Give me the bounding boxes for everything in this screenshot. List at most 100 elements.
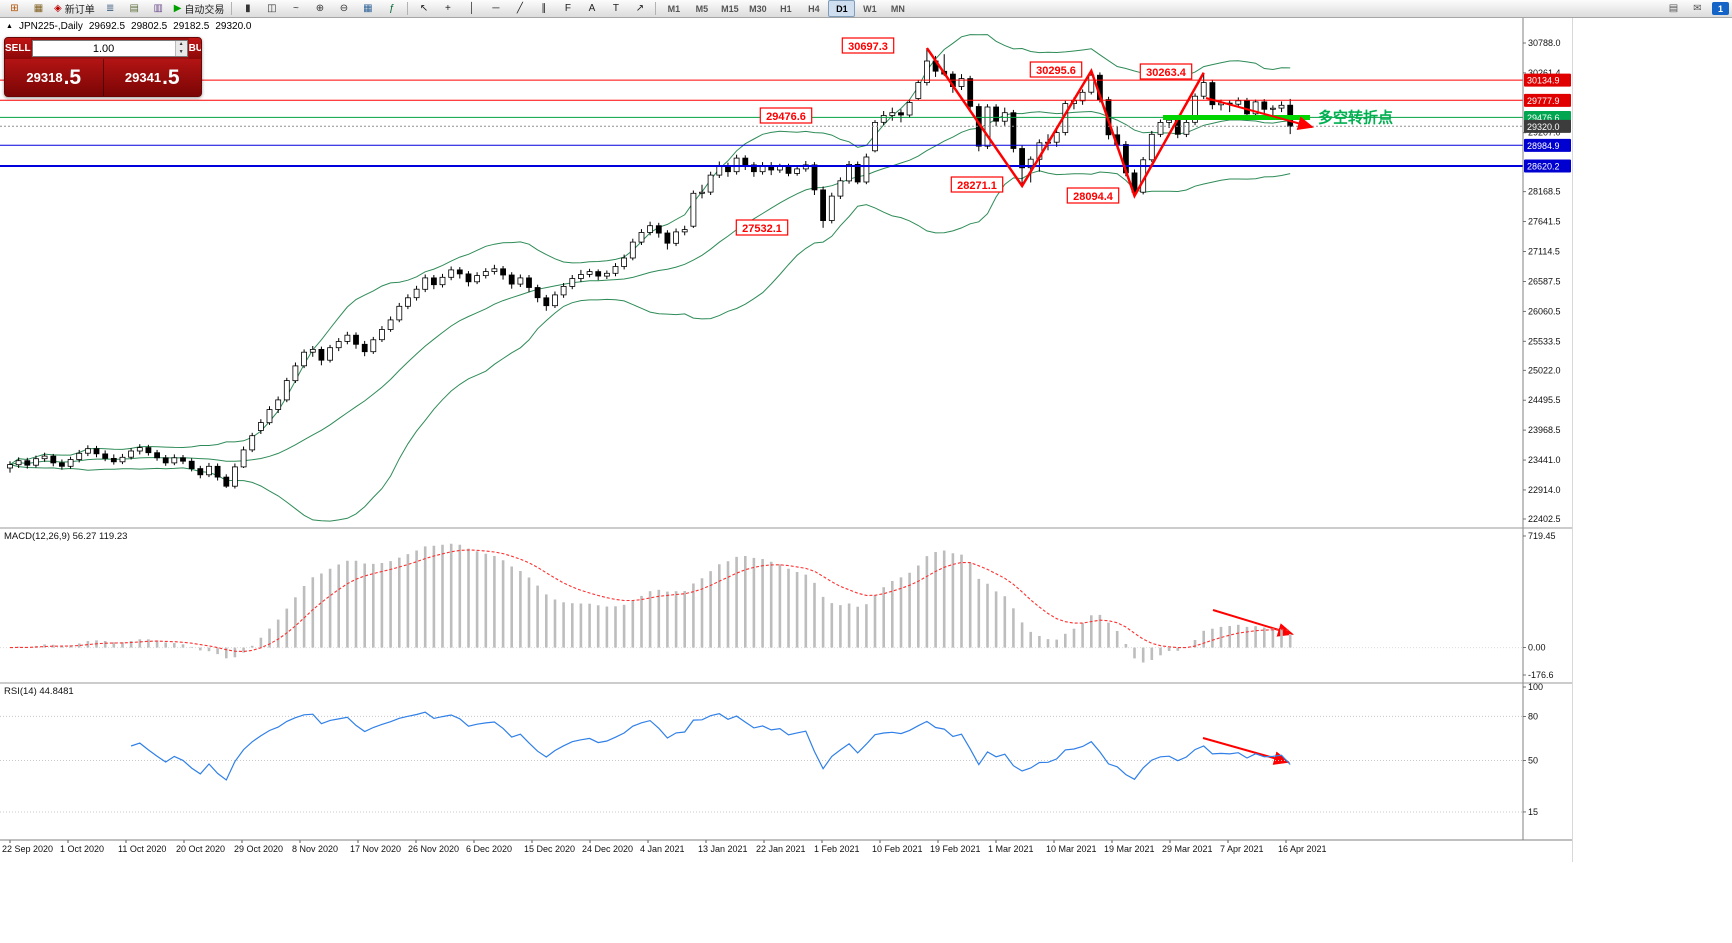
sell-button[interactable]: 29318.5: [5, 59, 104, 96]
symbol-info-line: ▲ JPN225-,Daily 29692.5 29802.5 29182.5 …: [6, 21, 251, 32]
zoom-out-button[interactable]: ⊖: [332, 0, 355, 17]
price-badge-29777.9: [1524, 93, 1571, 107]
price-axis-label: 27114.5: [1528, 247, 1560, 257]
fibonacci-button[interactable]: F: [556, 0, 579, 17]
navigator-button[interactable]: ▥: [147, 0, 170, 17]
chart-canvas[interactable]: 多空转折点 30697.3 30295.6 30263.4 29476.6 28271.1…: [0, 18, 1732, 943]
date-label: 10 Mar 2021: [1046, 844, 1097, 854]
macd-panel: [0, 543, 1523, 663]
autotrading-button[interactable]: ▶ 自动交易: [171, 0, 228, 17]
date-label: 15 Dec 2020: [524, 844, 575, 854]
price-badge-text: 29476.6: [1527, 113, 1560, 123]
volume-down-button[interactable]: ▼: [175, 48, 187, 56]
new-chart-icon: ⊞: [10, 2, 19, 14]
zoom-in-icon: ⊕: [315, 2, 325, 14]
timeframe-mn[interactable]: MN: [890, 3, 905, 14]
volume-input[interactable]: [32, 41, 175, 56]
new-order-button-label: 新订单: [64, 5, 95, 16]
crosshair-button[interactable]: +: [436, 0, 459, 17]
timeframe-w1[interactable]: W1: [863, 3, 877, 14]
chart-list-icon: ▤: [1668, 2, 1679, 14]
tile-windows-button[interactable]: ▦: [356, 0, 379, 17]
trendline-button[interactable]: ╱: [508, 0, 531, 17]
mail-button[interactable]: ✉: [1686, 0, 1709, 17]
price-callout-box[interactable]: [1029, 61, 1083, 78]
indicators-button[interactable]: ƒ: [380, 0, 403, 17]
pivot-label[interactable]: 多空转折点: [1318, 108, 1393, 126]
trendline-icon: ╱: [516, 2, 523, 14]
timeframe-m1[interactable]: M1: [667, 3, 681, 14]
price-axis-label: 25533.5: [1528, 336, 1561, 346]
price-callout-box[interactable]: [1066, 187, 1120, 204]
arrows-button[interactable]: ↗: [628, 0, 651, 17]
date-label: 10 Feb 2021: [872, 844, 923, 854]
price-badge-text: 29777.9: [1527, 96, 1560, 106]
sell-price: 29318: [26, 70, 63, 85]
price-callout-box[interactable]: [735, 219, 789, 236]
candlestick-button[interactable]: ◫: [260, 0, 283, 17]
price-callout-box[interactable]: [841, 37, 895, 54]
navigator-icon: ▥: [153, 2, 163, 14]
time-axis: 22 Sep 2020 1 Oct 2020 11 Oct 2020 20 Oct 2…: [2, 840, 1327, 854]
cursor-button[interactable]: ↖: [412, 0, 435, 17]
vline-button[interactable]: │: [460, 0, 483, 17]
zoom-in-button[interactable]: ⊕: [308, 0, 331, 17]
timeframe-d1[interactable]: D1: [828, 0, 856, 17]
price-callout-box[interactable]: [1139, 63, 1193, 80]
window-edge: [1572, 18, 1573, 862]
vline-icon: │: [468, 2, 476, 14]
profiles-icon: ▦: [33, 2, 44, 14]
price-axis-label: 23968.5: [1528, 425, 1561, 435]
one-click-toggle-icon[interactable]: ▲: [6, 23, 13, 30]
toolbar-separator: [655, 2, 657, 15]
main-trend-arrow[interactable]: [1205, 97, 1314, 131]
ohlc-close: 29320.0: [215, 21, 252, 32]
zigzag-trendlines[interactable]: [925, 47, 1205, 199]
new-order-button[interactable]: ◈ 新订单: [51, 0, 98, 17]
price-badge-28984.9: [1524, 138, 1571, 152]
hline-button[interactable]: ─: [484, 0, 507, 17]
label-icon: T: [612, 2, 619, 14]
new-chart-button[interactable]: ⊞: [3, 0, 26, 17]
text-button[interactable]: A: [580, 0, 603, 17]
price-callout-text: 27532.1: [742, 223, 782, 235]
rsi-trend-arrow[interactable]: [1202, 737, 1290, 765]
timeframe-m5[interactable]: M5: [695, 3, 709, 14]
timeframe-group: M1 M5 M15 M30 H1 H4 D1 W1 MN: [660, 0, 911, 17]
date-label: 1 Mar 2021: [988, 844, 1034, 854]
date-label: 29 Mar 2021: [1162, 844, 1213, 854]
label-button[interactable]: T: [604, 0, 627, 17]
macd-axis-label: -176.6: [1528, 670, 1554, 680]
price-badge-text: 29320.0: [1527, 122, 1560, 132]
price-axis-label: 30788.0: [1528, 38, 1561, 48]
date-label: 8 Nov 2020: [292, 844, 338, 854]
indicators-icon: ƒ: [389, 2, 395, 14]
chart-list-button[interactable]: ▤: [1662, 0, 1685, 17]
toolbar-right-group: ▤ ✉ 1: [1662, 0, 1729, 17]
buy-button[interactable]: 29341.5: [103, 59, 201, 96]
price-axis-label: 27641.5: [1528, 217, 1561, 227]
rsi-axis-label: 50: [1528, 756, 1538, 766]
toolbar: ⊞ ▦ ◈ 新订单 ≣ ▤ ▥ ▶ 自动交易 ▮ ◫ ~ ⊕ ⊖ ▦ ƒ ↖ + │ ─ ╱ ∥ F A T ↗ M1 M5 M15 M…: [0, 0, 1732, 18]
market-watch-button[interactable]: ≣: [99, 0, 122, 17]
macd-signal-line: [9, 549, 1291, 653]
price-axis-label: 22914.0: [1528, 485, 1561, 495]
channel-button[interactable]: ∥: [532, 0, 555, 17]
data-window-button[interactable]: ▤: [123, 0, 146, 17]
timeframe-h4[interactable]: H4: [808, 3, 820, 14]
volume-up-button[interactable]: ▲: [175, 41, 187, 49]
profiles-button[interactable]: ▦: [27, 0, 50, 17]
price-axis-label: 24495.5: [1528, 395, 1561, 405]
macd-trend-arrow[interactable]: [1212, 609, 1294, 637]
line-chart-button[interactable]: ~: [284, 0, 307, 17]
notifications-badge[interactable]: 1: [1712, 2, 1729, 15]
crosshair-icon: +: [444, 2, 451, 14]
timeframe-m15[interactable]: M15: [721, 3, 739, 14]
timeframe-h1[interactable]: H1: [780, 3, 792, 14]
price-callout-box[interactable]: [950, 176, 1004, 193]
buy-label: BUY: [188, 38, 201, 59]
bar-chart-button[interactable]: ▮: [236, 0, 259, 17]
timeframe-m30[interactable]: M30: [749, 3, 767, 14]
price-callout-text: 30295.6: [1036, 65, 1076, 77]
price-callout-box[interactable]: [759, 107, 813, 124]
